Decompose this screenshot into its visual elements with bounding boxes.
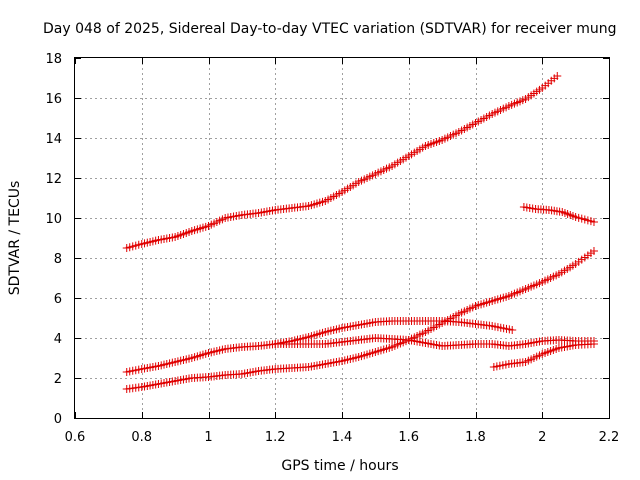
series-track-6 xyxy=(519,203,598,226)
y-tick-label: 12 xyxy=(45,172,62,187)
axis-ticks: 0.6 0.8 1 1.2 1.4 1.6 1.8 2 2.2 0 2 4 6 8 10 12 14 16 18 xyxy=(45,52,619,445)
series-track-4 xyxy=(271,334,598,350)
data-point xyxy=(589,340,598,348)
y-tick-label: 18 xyxy=(45,52,62,67)
y-tick-label: 6 xyxy=(54,292,62,307)
y-tick-label: 16 xyxy=(45,92,62,107)
y-tick-label: 4 xyxy=(54,332,62,347)
series-track-5 xyxy=(489,340,598,371)
x-tick-label: 1.6 xyxy=(398,430,419,445)
x-tick-label: 2 xyxy=(538,430,546,445)
data-point xyxy=(508,326,517,334)
grid xyxy=(75,58,609,418)
y-tick-label: 0 xyxy=(54,412,62,427)
y-tick-label: 8 xyxy=(54,252,62,267)
data-point xyxy=(589,247,598,255)
x-tick-label: 1.8 xyxy=(465,430,486,445)
y-tick-label: 10 xyxy=(45,212,62,227)
plot-frame xyxy=(74,57,610,419)
x-tick-label: 2.2 xyxy=(599,430,620,445)
y-tick-label: 2 xyxy=(54,372,62,387)
series-track-1 xyxy=(122,72,562,252)
x-tick-label: 1.4 xyxy=(332,430,353,445)
y-axis-title: SDTVAR / TECUs xyxy=(7,181,23,296)
x-axis-title: GPS time / hours xyxy=(281,458,398,474)
x-tick-label: 0.6 xyxy=(65,430,86,445)
x-tick-label: 1.2 xyxy=(265,430,286,445)
x-tick-label: 1 xyxy=(204,430,212,445)
data-point xyxy=(589,218,598,226)
x-tick-label: 0.8 xyxy=(131,430,152,445)
y-tick-label: 14 xyxy=(45,132,62,147)
series-track-3 xyxy=(122,247,598,393)
data-marks xyxy=(122,72,598,393)
data-point xyxy=(553,72,562,80)
chart-title: Day 048 of 2025, Sidereal Day-to-day VTE… xyxy=(43,21,617,37)
